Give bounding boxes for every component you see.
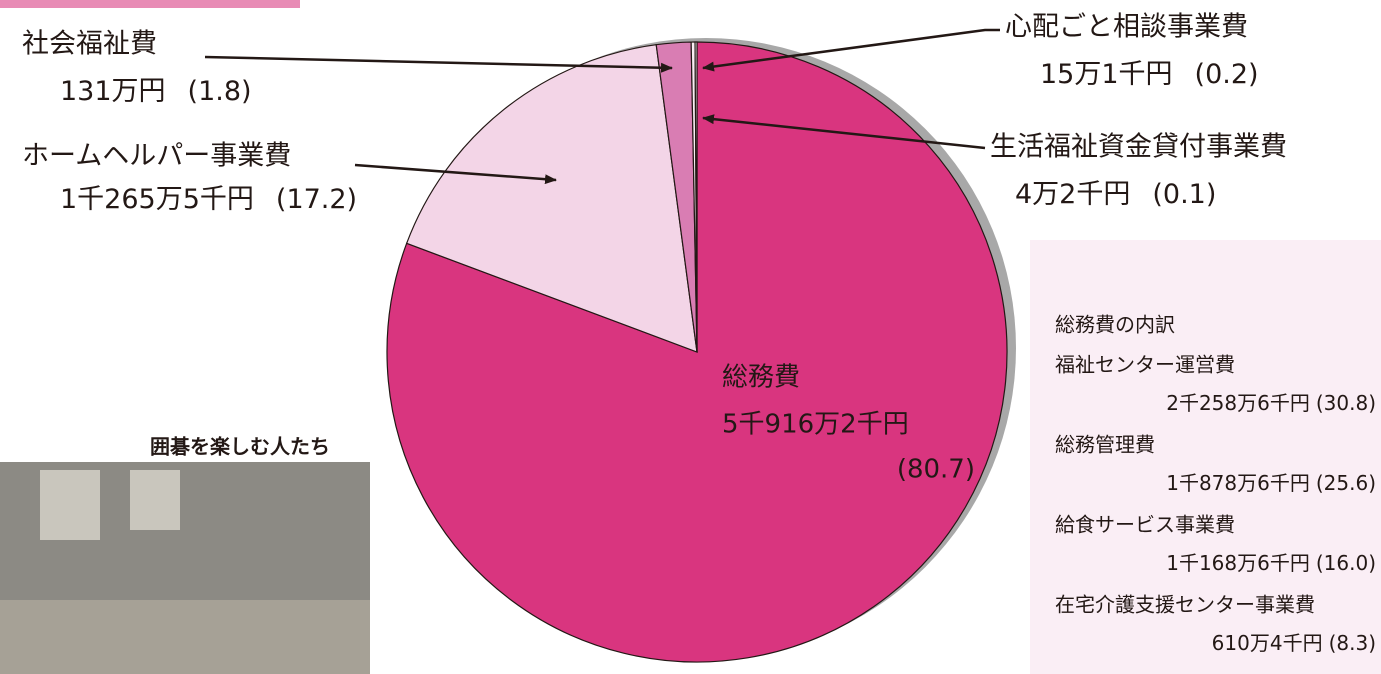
photo-floor [0,600,370,674]
breakdown-amount: 1千168万6千円 [1166,551,1310,575]
slice-amount: 1千265万5千円 [60,184,254,215]
breakdown-line: 1千878万6千円(25.6) [1166,471,1376,495]
breakdown-name: 給食サービス事業費 [1055,513,1235,537]
slice-amount-line: 15万1千円 (0.2) [1040,59,1259,90]
slice-name: 総務費 [722,363,800,393]
breakdown-line: 2千258万6千円(30.8) [1166,391,1376,415]
breakdown-share: (8.3) [1329,631,1376,655]
breakdown-share: (16.0) [1316,551,1376,575]
breakdown-title: 総務費の内訳 [1055,313,1175,337]
slice-amount: 15万1千円 [1040,59,1173,90]
slice-percent: (1.8) [188,76,252,107]
slice-name: 生活福祉資金貸付事業費 [990,132,1287,163]
breakdown-share: (30.8) [1316,391,1376,415]
slice-name: 心配ごと相談事業費 [1005,12,1248,43]
pie [387,42,1007,662]
corner-tab [0,0,300,8]
photo-caption: 囲碁を楽しむ人たち [150,435,330,459]
breakdown-amount: 610万4千円 [1212,631,1323,655]
slice-percent: (0.2) [1195,59,1259,90]
slice-amount: 5千916万2千円 [722,410,909,440]
slice-amount: 4万2千円 [1015,179,1130,210]
photo-window [130,470,180,530]
breakdown-amount: 1千878万6千円 [1166,471,1310,495]
slice-name: 社会福祉費 [22,29,157,60]
breakdown-name: 福祉センター運営費 [1055,353,1235,377]
page: 囲碁を楽しむ人たち 総務費 5千916万2千円 (80.7) ホームヘルパー事業費 1千… [0,0,1381,674]
photo-window [40,470,100,540]
slice-amount: 131万円 [60,76,166,107]
breakdown-line: 610万4千円(8.3) [1212,631,1376,655]
breakdown-amount: 2千258万6千円 [1166,391,1310,415]
slice-percent: (0.1) [1152,179,1216,210]
slice-name: ホームヘルパー事業費 [22,141,291,172]
breakdown-line: 1千168万6千円(16.0) [1166,551,1376,575]
breakdown-name: 総務管理費 [1055,433,1155,457]
slice-amount-line: 4万2千円 (0.1) [1015,179,1216,210]
slice-amount-line: 1千265万5千円 (17.2) [60,184,357,215]
breakdown-share: (25.6) [1316,471,1376,495]
slice-percent: (17.2) [276,184,357,215]
breakdown-name: 在宅介護支援センター事業費 [1055,593,1315,617]
slice-amount-line: 131万円 (1.8) [60,76,252,107]
slice-percent: (80.7) [897,455,975,485]
